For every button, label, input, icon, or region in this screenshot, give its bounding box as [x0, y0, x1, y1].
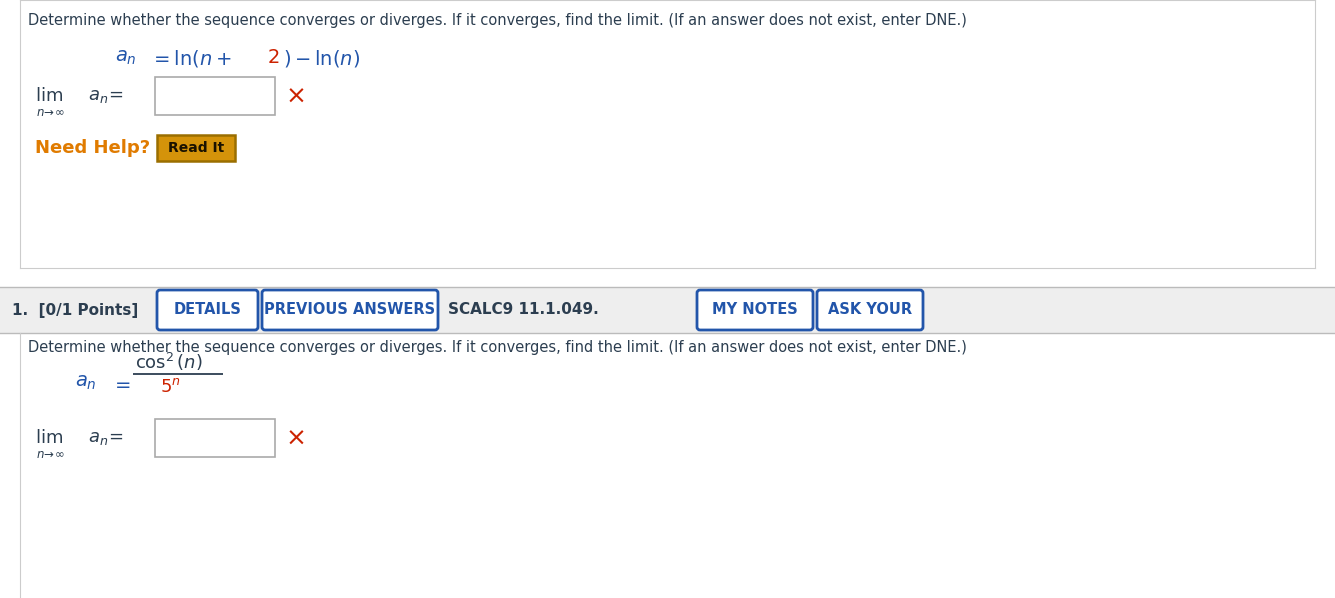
FancyBboxPatch shape: [155, 77, 275, 115]
Text: $a_n$: $a_n$: [75, 374, 96, 392]
Text: $a_n\! =$: $a_n\! =$: [88, 87, 123, 105]
Text: $= \mathrm{ln}(n + $: $= \mathrm{ln}(n + $: [150, 48, 232, 69]
Text: 1.  [0/1 Points]: 1. [0/1 Points]: [12, 303, 139, 318]
Text: $a_n\! =$: $a_n\! =$: [88, 429, 123, 447]
Text: Determine whether the sequence converges or diverges. If it converges, find the : Determine whether the sequence converges…: [28, 340, 967, 355]
FancyBboxPatch shape: [262, 290, 438, 330]
FancyBboxPatch shape: [0, 287, 1335, 333]
Text: $\cos^2(n)$: $\cos^2(n)$: [135, 351, 203, 373]
Text: Determine whether the sequence converges or diverges. If it converges, find the : Determine whether the sequence converges…: [28, 13, 967, 28]
Text: DETAILS: DETAILS: [174, 303, 242, 318]
FancyBboxPatch shape: [697, 290, 813, 330]
FancyBboxPatch shape: [817, 290, 922, 330]
Text: $a_n$: $a_n$: [115, 48, 136, 67]
FancyBboxPatch shape: [158, 290, 258, 330]
Text: $5^n$: $5^n$: [160, 378, 180, 396]
FancyBboxPatch shape: [155, 419, 275, 457]
Text: $n \!\to\! \infty$: $n \!\to\! \infty$: [36, 105, 64, 118]
Text: Need Help?: Need Help?: [35, 139, 150, 157]
Text: ASK YOUR: ASK YOUR: [828, 303, 912, 318]
Text: $) - \mathrm{ln}(n)$: $) - \mathrm{ln}(n)$: [283, 48, 360, 69]
Text: MY NOTES: MY NOTES: [712, 303, 798, 318]
Text: $=$: $=$: [111, 374, 131, 392]
Text: Read It: Read It: [168, 141, 224, 155]
FancyBboxPatch shape: [158, 135, 235, 161]
Text: $n \!\to\! \infty$: $n \!\to\! \infty$: [36, 447, 64, 460]
Text: $\times$: $\times$: [284, 426, 304, 450]
Text: $\times$: $\times$: [284, 84, 304, 108]
Text: $\mathrm{lim}$: $\mathrm{lim}$: [35, 87, 63, 105]
Text: $\mathrm{lim}$: $\mathrm{lim}$: [35, 429, 63, 447]
Text: PREVIOUS ANSWERS: PREVIOUS ANSWERS: [264, 303, 435, 318]
Text: SCALC9 11.1.049.: SCALC9 11.1.049.: [449, 303, 599, 318]
Text: $2$: $2$: [267, 48, 279, 67]
